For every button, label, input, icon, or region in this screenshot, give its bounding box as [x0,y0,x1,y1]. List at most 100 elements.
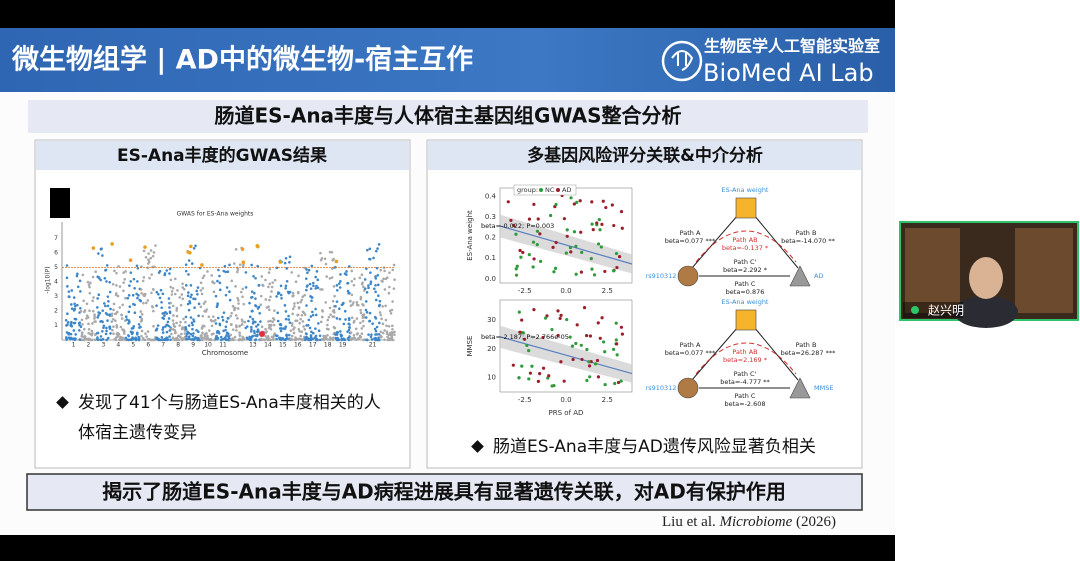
gwas-dot [275,337,278,341]
gwas-dot [155,304,158,307]
gwas-dot [181,286,184,289]
hit-dot [334,259,339,264]
sample-dot [589,359,593,364]
gwas-dot [369,282,372,286]
sample-dot [527,253,531,257]
scatter-y-tick: 0.2 [485,234,496,242]
gwas-dot [244,326,248,330]
gwas-dot [144,292,147,296]
gwas-dot [148,276,151,280]
gwas-dot [115,326,119,329]
gwas-dot [85,317,88,320]
sample-dot [549,213,553,218]
scatter-plots: 0.0 0.1 0.2 0.3 0.4 -2.5 0.0 2.5 ES-Ana weight be… [466,184,633,417]
gwas-dot [383,338,386,342]
sample-dot [551,245,555,249]
gwas-dot [378,299,382,303]
hit-dot [255,244,260,248]
gwas-dot [235,329,238,332]
gwas-dot [387,291,391,295]
gwas-dot [191,323,194,327]
gwas-dot [144,256,148,259]
gwas-dot [252,274,255,278]
gwas-dot [392,263,396,267]
gwas-dot [363,287,367,290]
gwas-dot [177,334,180,338]
gwas-dot [338,286,342,289]
gwas-dot [314,334,318,338]
gwas-dot [201,314,205,318]
sample-dot [590,222,594,226]
gwas-dot [289,329,293,332]
gwas-dot [83,327,86,331]
gwas-dot [341,302,345,306]
gwas-dot [99,338,103,342]
gwas-dot [231,337,234,340]
sample-dot [514,232,518,236]
gwas-dot [379,313,383,317]
sample-dot [620,332,625,336]
gwas-dot [273,309,276,312]
gwas-dot [286,290,290,294]
gwas-dot [81,273,85,277]
gwas-dot [124,270,127,273]
gwas-dot [285,280,289,283]
sample-dot [521,331,525,335]
gwas-dot [216,279,219,283]
gwas-dot [288,260,291,264]
gwas-dot [390,336,394,340]
exposure-label: rs910312 [646,272,677,280]
gwas-dot [152,338,156,342]
gwas-title: GWAS for ES-Ana weights [177,211,254,218]
left-bullet: 发现了41个与肠道ES-Ana丰度相关的人体宿主遗传变异 [78,388,396,448]
gwas-dot [105,264,109,267]
gwas-dot [149,256,153,260]
gwas-dot [258,311,262,315]
person-head [969,257,1003,299]
gwas-dot [150,273,153,276]
gwas-dot [326,318,330,322]
gwas-dot [384,318,388,322]
gwas-dot [291,312,294,316]
gwas-dot [193,338,196,341]
gwas-dot [190,321,194,325]
gwas-dot [101,254,104,257]
gwas-dot [391,268,395,272]
gwas-dot [393,330,396,334]
gwas-dot [134,336,137,340]
gwas-dot [343,309,347,313]
gwas-dot [221,315,224,319]
gwas-dot [375,338,379,342]
gwas-dot [147,258,150,262]
gwas-dot [112,332,115,336]
gwas-dot [312,284,315,288]
gwas-dot [222,269,226,273]
gwas-dot [228,290,231,294]
gwas-dot [196,293,199,296]
gwas-dot [374,329,378,333]
sample-dot [532,202,536,207]
gwas-dot [156,324,160,327]
gwas-dot [180,293,184,296]
gwas-dot [133,286,136,290]
gwas-dot [348,323,351,326]
gwas-y-tick: 1 [54,322,58,329]
gwas-dot [254,297,257,300]
gwas-dot [169,278,173,282]
gwas-dot [124,296,127,300]
gwas-dot [320,338,324,342]
gwas-dot [377,304,381,308]
gwas-dot [315,270,319,273]
sample-dot [614,338,618,342]
sample-dot [603,269,607,274]
gwas-dot [168,335,171,338]
gwas-dot [351,336,355,340]
gwas-dot [379,330,383,334]
person-body [954,296,1018,328]
gwas-dot [167,317,171,320]
gwas-dot [165,269,169,272]
sample-dot [541,366,546,370]
gwas-dot [250,296,253,299]
gwas-dot [279,293,283,297]
gwas-dot [112,325,115,328]
